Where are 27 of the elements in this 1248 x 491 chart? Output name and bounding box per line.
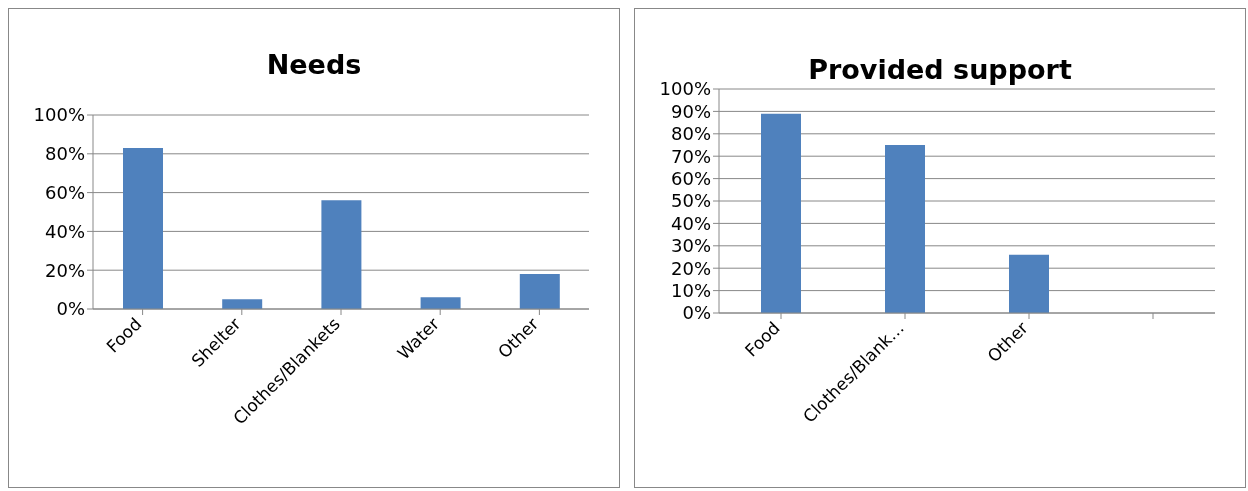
bar [885,145,925,313]
y-tick-label: 80% [44,143,85,165]
bar [321,200,362,309]
y-tick-label: 90% [670,100,711,122]
bar [420,297,461,309]
chart-title: Needs [265,49,363,80]
bar [222,299,263,309]
y-tick-label: 20% [44,259,85,281]
y-tick-label: 100% [33,104,85,126]
y-tick-label: 100% [659,78,711,100]
y-tick-label: 60% [670,167,711,189]
bar [1009,254,1049,313]
y-tick-label: 80% [670,123,711,145]
y-tick-label: 70% [670,145,711,167]
y-tick-label: 10% [670,279,711,301]
y-tick-label: 0% [682,302,711,324]
chart-title: Provided support [808,54,1072,85]
y-tick-label: 0% [56,298,85,320]
y-tick-label: 40% [44,220,85,242]
y-tick-label: 50% [670,190,711,212]
y-tick-label: 30% [670,235,711,257]
y-tick-label: 20% [670,257,711,279]
y-tick-label: 60% [44,181,85,203]
bar [123,147,163,309]
bar [761,113,801,313]
bar [519,274,560,309]
y-tick-label: 40% [670,212,711,234]
